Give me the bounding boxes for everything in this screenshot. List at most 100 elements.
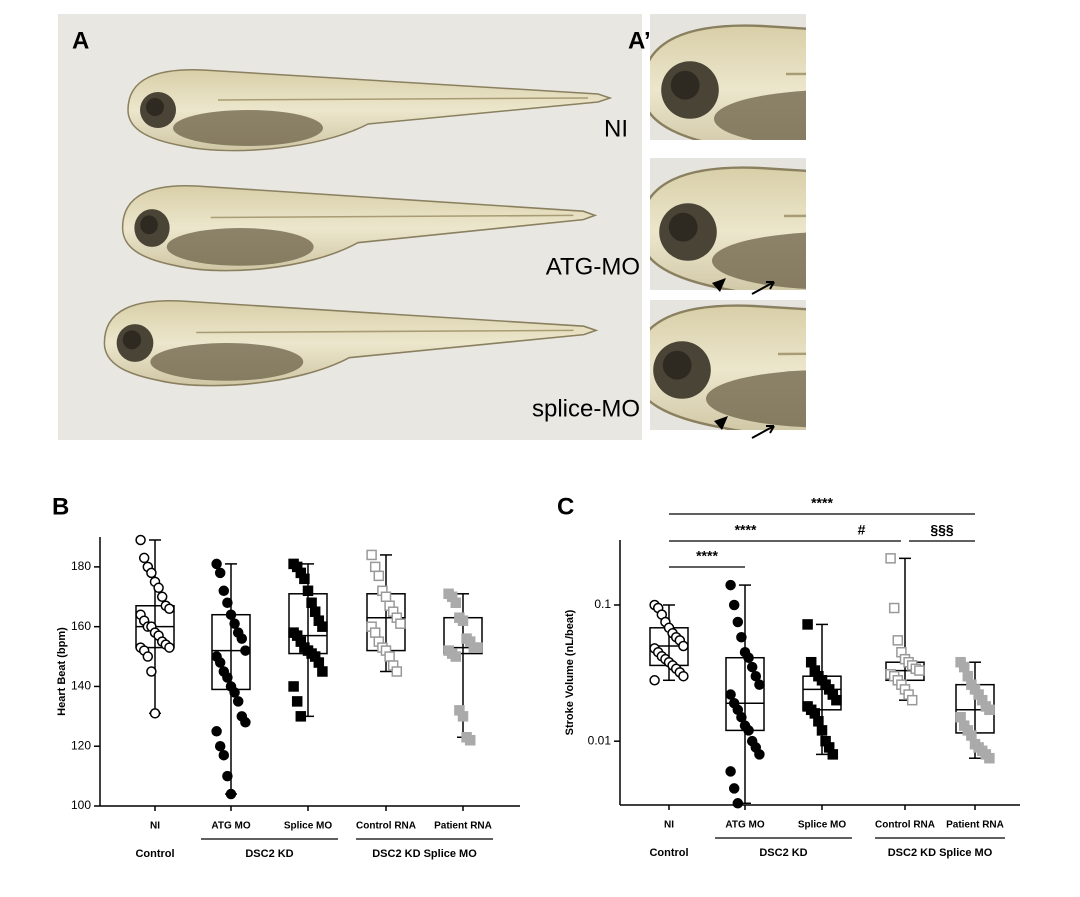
data-point xyxy=(156,591,168,603)
data-point xyxy=(732,616,744,628)
data-point xyxy=(149,708,161,719)
data-point xyxy=(142,651,154,662)
data-point xyxy=(754,749,765,760)
arrowhead xyxy=(714,416,728,430)
data-point xyxy=(211,558,222,570)
data-point xyxy=(457,615,469,626)
data-point xyxy=(728,599,740,611)
y-axis-label: Heart Beat (bpm) xyxy=(56,627,68,716)
data-point xyxy=(678,670,689,682)
data-point xyxy=(649,675,660,686)
data-point xyxy=(214,740,226,752)
data-point xyxy=(888,602,900,614)
x-tick-label: Control RNA xyxy=(875,820,935,831)
data-point xyxy=(984,704,995,716)
data-point xyxy=(384,651,395,662)
data-point xyxy=(743,652,754,663)
data-point xyxy=(984,752,995,764)
data-point xyxy=(395,618,406,629)
data-point xyxy=(813,716,824,727)
data-point xyxy=(317,621,328,632)
data-point xyxy=(214,657,226,668)
data-point xyxy=(725,579,736,591)
panel-label: A xyxy=(72,27,89,54)
data-point xyxy=(222,597,233,609)
data-point xyxy=(222,770,233,782)
data-point xyxy=(391,666,403,677)
data-point xyxy=(240,645,251,656)
significance-label: §§§ xyxy=(930,522,954,538)
data-point xyxy=(164,603,175,614)
data-point xyxy=(955,711,966,723)
x-tick-label: ATG MO xyxy=(211,821,250,832)
arrow xyxy=(751,281,775,295)
data-point xyxy=(146,666,157,677)
data-point xyxy=(736,711,747,723)
data-point xyxy=(966,730,977,741)
data-point xyxy=(885,553,896,564)
data-point xyxy=(958,661,970,673)
y-axis-label: Stroke Volume (nL/beat) xyxy=(564,609,576,735)
data-point xyxy=(146,567,157,579)
significance-label: **** xyxy=(735,522,757,538)
zoom-image xyxy=(650,158,806,290)
data-point xyxy=(222,672,233,683)
data-point xyxy=(816,725,828,736)
panel-label: A’ xyxy=(628,27,651,54)
x-tick-label: Splice MO xyxy=(284,821,333,832)
data-point xyxy=(366,549,377,561)
data-point xyxy=(802,619,813,630)
x-tick-label: Splice MO xyxy=(798,820,847,831)
data-point xyxy=(369,627,381,638)
data-point xyxy=(464,734,476,746)
data-point xyxy=(827,749,839,760)
data-point xyxy=(164,642,175,653)
group-label: Control xyxy=(649,847,688,859)
group-label: DSC2 KD xyxy=(245,848,293,860)
data-point xyxy=(236,633,248,644)
data-point xyxy=(225,609,237,620)
data-point xyxy=(906,694,918,706)
data-point xyxy=(914,665,925,676)
data-point xyxy=(725,766,736,777)
data-point xyxy=(678,640,689,652)
data-point xyxy=(211,726,222,737)
data-point xyxy=(218,585,230,597)
data-point xyxy=(299,573,310,585)
condition-label: splice-MO xyxy=(532,395,640,422)
data-point xyxy=(962,670,974,682)
group-label: Control xyxy=(135,848,174,860)
group-label: DSC2 KD Splice MO xyxy=(372,848,477,860)
y-tick-label: 180 xyxy=(71,559,91,573)
group-label: DSC2 KD Splice MO xyxy=(888,847,993,859)
x-tick-label: Patient RNA xyxy=(946,820,1004,831)
significance-label: **** xyxy=(696,548,718,564)
data-point xyxy=(214,567,226,579)
data-point xyxy=(450,597,462,609)
data-point xyxy=(743,725,754,736)
significance-label: **** xyxy=(811,495,833,511)
y-tick-label: 0.01 xyxy=(588,733,612,747)
data-point xyxy=(138,552,150,564)
data-point xyxy=(736,631,747,643)
data-point xyxy=(746,661,758,673)
data-point xyxy=(457,711,469,722)
data-point xyxy=(232,696,244,707)
data-point xyxy=(309,606,321,617)
data-point xyxy=(218,749,230,761)
data-point xyxy=(317,666,328,677)
y-tick-label: 140 xyxy=(71,679,91,693)
condition-label: ATG-MO xyxy=(546,253,640,280)
data-point xyxy=(892,635,904,646)
data-point xyxy=(288,681,299,692)
data-point xyxy=(240,717,251,728)
data-point xyxy=(313,657,325,668)
x-tick-label: Patient RNA xyxy=(434,821,492,832)
y-tick-label: 160 xyxy=(71,619,91,633)
data-point xyxy=(369,561,381,573)
group-label: DSC2 KD xyxy=(759,847,807,859)
data-point xyxy=(750,670,762,682)
data-point xyxy=(754,679,765,690)
data-point xyxy=(225,788,237,800)
